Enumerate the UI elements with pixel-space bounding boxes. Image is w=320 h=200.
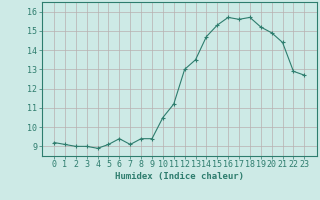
X-axis label: Humidex (Indice chaleur): Humidex (Indice chaleur) <box>115 172 244 181</box>
